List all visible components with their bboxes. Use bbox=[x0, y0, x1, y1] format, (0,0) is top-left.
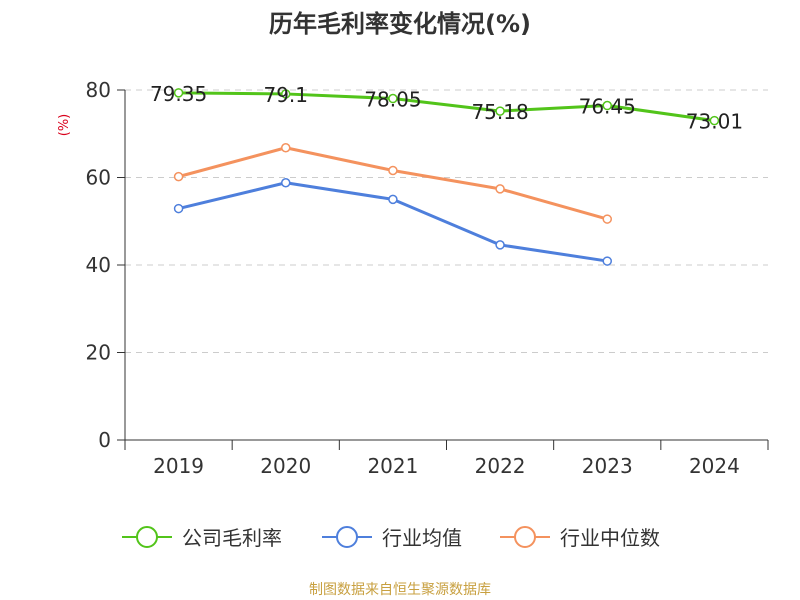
x-tick-label: 2022 bbox=[475, 454, 526, 478]
data-point bbox=[388, 194, 398, 205]
data-point bbox=[173, 88, 184, 98]
x-tick-label: 2021 bbox=[367, 454, 418, 478]
series-0: 79.35 79.1 78.05 75.18 76.45 73.01 bbox=[150, 82, 743, 134]
y-tick-label: 0 bbox=[98, 428, 111, 452]
x-tick-label: 2019 bbox=[153, 454, 204, 478]
data-point bbox=[495, 106, 505, 116]
data-point bbox=[709, 115, 720, 126]
data-point bbox=[602, 100, 612, 111]
data-label: 76.45 bbox=[579, 95, 636, 119]
data-point bbox=[388, 165, 398, 176]
x-tick-label: 2024 bbox=[689, 454, 740, 478]
y-axis-label: (%) bbox=[57, 114, 72, 137]
legend-item: 公司毛利率 bbox=[122, 526, 282, 550]
axes: 0 20 40 60 80 2019 2020 2021 2022 2023 2024 bbox=[86, 78, 769, 478]
series-line bbox=[178, 181, 608, 263]
data-point bbox=[495, 184, 505, 194]
legend-marker bbox=[514, 526, 536, 548]
data-point bbox=[281, 178, 291, 188]
y-tick-label: 20 bbox=[86, 341, 111, 365]
data-label: 78.05 bbox=[364, 88, 421, 112]
legend-label: 行业均值 bbox=[382, 526, 462, 550]
series-1 bbox=[173, 178, 612, 266]
data-point bbox=[281, 89, 291, 99]
data-label: 75.18 bbox=[471, 100, 528, 124]
y-tick-label: 80 bbox=[86, 78, 111, 102]
x-tick-label: 2020 bbox=[260, 454, 311, 478]
data-point bbox=[173, 171, 184, 182]
legend-item: 行业均值 bbox=[322, 526, 462, 550]
data-point bbox=[173, 203, 184, 214]
legend: 公司毛利率 行业均值 行业中位数 bbox=[122, 526, 660, 550]
data-point bbox=[281, 143, 291, 153]
chart-title: 历年毛利率变化情况(%) bbox=[269, 10, 531, 38]
grid-lines bbox=[125, 89, 768, 353]
series-line bbox=[178, 91, 715, 123]
legend-marker bbox=[136, 526, 158, 548]
data-point bbox=[602, 214, 612, 224]
data-point bbox=[495, 240, 505, 250]
series-2 bbox=[173, 143, 612, 224]
data-label: 73.01 bbox=[686, 110, 743, 134]
source-note: 制图数据来自恒生聚源数据库 bbox=[309, 582, 491, 598]
data-point bbox=[388, 93, 398, 104]
data-label: 79.1 bbox=[263, 83, 308, 107]
data-label: 79.35 bbox=[150, 82, 207, 106]
x-tick-label: 2023 bbox=[582, 454, 633, 478]
y-tick-label: 40 bbox=[86, 253, 111, 277]
series-line bbox=[178, 146, 608, 221]
y-tick-label: 60 bbox=[86, 166, 111, 190]
legend-item: 行业中位数 bbox=[500, 526, 660, 550]
legend-label: 行业中位数 bbox=[560, 526, 660, 550]
series-layer: 79.35 79.1 78.05 75.18 76.45 73.01 bbox=[150, 82, 743, 266]
data-point bbox=[602, 256, 612, 266]
legend-label: 公司毛利率 bbox=[182, 526, 282, 550]
legend-marker bbox=[336, 526, 358, 548]
